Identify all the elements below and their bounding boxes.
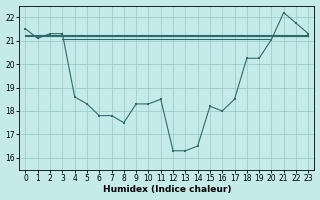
X-axis label: Humidex (Indice chaleur): Humidex (Indice chaleur) [103, 185, 231, 194]
